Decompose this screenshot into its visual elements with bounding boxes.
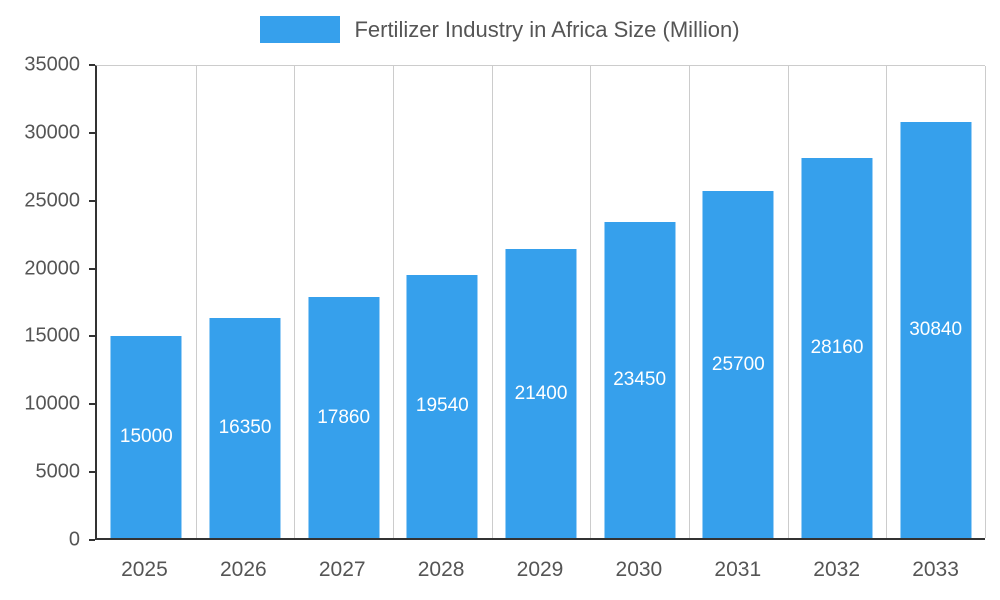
y-axis-tick-mark [89, 131, 95, 134]
gridline [787, 66, 789, 538]
bar[interactable]: 19540 [406, 274, 478, 538]
bar-value-label: 25700 [711, 353, 765, 375]
bar-value-label: 15000 [119, 425, 173, 447]
bar[interactable]: 23450 [604, 221, 676, 538]
bar-value-label: 19540 [415, 395, 469, 417]
x-axis-labels: 2025 2026 2027 2028 2029 2030 2031 2032 2033 [95, 558, 985, 588]
y-axis-labels: 0 5000 10000 15000 20000 25000 30000 35000 [0, 54, 81, 551]
bar[interactable]: 28160 [801, 158, 873, 538]
bar[interactable]: 30840 [900, 122, 972, 538]
gridline [195, 66, 197, 538]
gridline [590, 66, 592, 538]
bar[interactable]: 15000 [110, 335, 182, 538]
y-axis-tick-mark [89, 539, 95, 541]
bar[interactable]: 17860 [308, 297, 380, 538]
y-axis-tick-label: 30000 [24, 121, 80, 144]
gridline [491, 66, 493, 538]
y-axis-tick-mark [89, 471, 95, 474]
plot-area: 15000 16350 17860 19540 21400 23450 25700 28160… [95, 65, 986, 540]
y-axis-tick-label: 10000 [24, 392, 80, 415]
bar[interactable]: 16350 [209, 317, 281, 538]
bar-value-label: 28160 [810, 337, 864, 359]
x-axis-tick-label: 2033 [912, 558, 959, 581]
y-axis-tick-mark [89, 64, 95, 66]
y-axis-tick-mark [89, 403, 95, 406]
y-axis-tick-mark [89, 335, 95, 338]
y-axis-tick-label: 15000 [24, 324, 80, 347]
bar-value-label: 16350 [218, 416, 272, 438]
legend-swatch [260, 16, 341, 43]
bar-value-label: 30840 [909, 319, 963, 341]
bar-value-label: 23450 [613, 368, 667, 390]
bar-value-label: 21400 [514, 382, 568, 404]
bar[interactable]: 25700 [702, 191, 774, 538]
x-axis-tick-label: 2029 [516, 558, 564, 581]
y-axis-tick-label: 35000 [24, 53, 80, 76]
y-axis-tick-label: 5000 [35, 460, 81, 483]
gridline [688, 66, 690, 538]
y-axis-tick-label: 20000 [24, 257, 80, 280]
y-axis-tick-mark [89, 267, 95, 270]
x-axis-tick-label: 2032 [813, 558, 861, 581]
gridline [294, 66, 296, 538]
gridline [985, 66, 986, 538]
bar-value-label: 17860 [317, 406, 371, 428]
gridline [392, 66, 394, 538]
y-axis-tick-label: 25000 [24, 189, 80, 212]
gridline [886, 66, 888, 538]
x-axis-tick-label: 2031 [714, 558, 762, 581]
x-axis-tick-label: 2028 [417, 558, 465, 581]
legend-title: Fertilizer Industry in Africa Size (Mill… [354, 16, 740, 42]
x-axis-tick-label: 2026 [219, 558, 267, 581]
y-axis-tick-label: 0 [68, 528, 80, 551]
legend: Fertilizer Industry in Africa Size (Mill… [0, 16, 1000, 43]
x-axis-tick-label: 2027 [318, 558, 366, 581]
y-axis-tick-mark [89, 199, 95, 202]
x-axis-tick-label: 2030 [615, 558, 663, 581]
x-axis-tick-label: 2025 [121, 558, 168, 581]
y-axis-ticks [0, 64, 95, 541]
bar[interactable]: 21400 [505, 249, 577, 538]
